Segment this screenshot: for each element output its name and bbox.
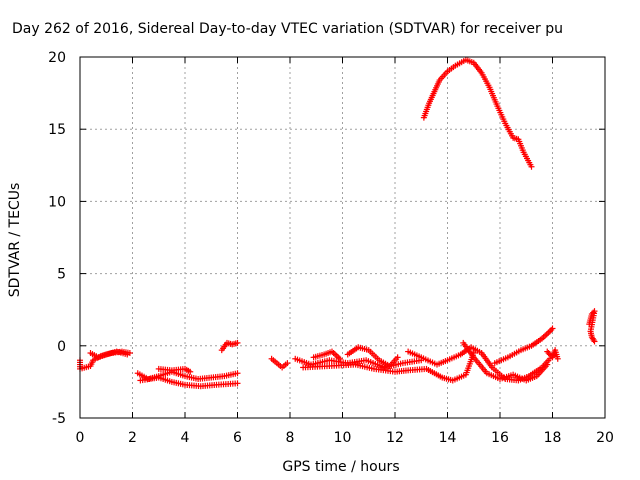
chart-title: Day 262 of 2016, Sidereal Day-to-day VTE… xyxy=(12,21,563,37)
y-tick-label: -5 xyxy=(52,411,66,427)
series-sat-p xyxy=(586,308,598,345)
series-sat-m xyxy=(460,339,551,384)
x-tick-label: 4 xyxy=(181,430,190,446)
series-sat-k xyxy=(344,344,401,370)
grid-lines xyxy=(80,57,605,418)
y-axis-label: SDTVAR / TECUs xyxy=(7,183,23,298)
series-sat-g xyxy=(268,355,291,371)
series-sat-e xyxy=(155,365,194,375)
x-tick-label: 0 xyxy=(76,430,85,446)
y-tick-label: 10 xyxy=(48,194,66,210)
tick-labels: 0 2 4 6 8 10 12 14 16 18 20 -5 0 5 10 15 20 xyxy=(48,50,614,446)
x-tick-label: 20 xyxy=(596,430,614,446)
x-axis-label: GPS time / hours xyxy=(282,459,399,475)
series-sat-n xyxy=(491,325,556,367)
series-sat-q xyxy=(420,56,535,170)
y-tick-label: 0 xyxy=(57,339,66,355)
x-tick-label: 12 xyxy=(386,430,404,446)
y-tick-label: 5 xyxy=(57,267,66,283)
x-tick-label: 8 xyxy=(286,430,295,446)
series-sat-o xyxy=(544,347,561,362)
x-tick-label: 18 xyxy=(544,430,562,446)
series-sat-a xyxy=(77,348,133,372)
y-tick-label: 15 xyxy=(48,122,66,138)
x-tick-label: 16 xyxy=(491,430,509,446)
data-series xyxy=(77,56,598,390)
series-sat-f xyxy=(218,339,241,354)
series-sat-i xyxy=(300,350,477,384)
x-tick-label: 2 xyxy=(128,430,137,446)
series-sat-d xyxy=(137,374,241,390)
x-tick-label: 6 xyxy=(233,430,242,446)
series-sat-b xyxy=(87,348,131,361)
axis-ticks xyxy=(79,56,606,419)
x-tick-label: 14 xyxy=(439,430,457,446)
x-tick-label: 10 xyxy=(334,430,352,446)
y-tick-label: 20 xyxy=(48,50,66,66)
series-sat-j xyxy=(310,348,343,362)
